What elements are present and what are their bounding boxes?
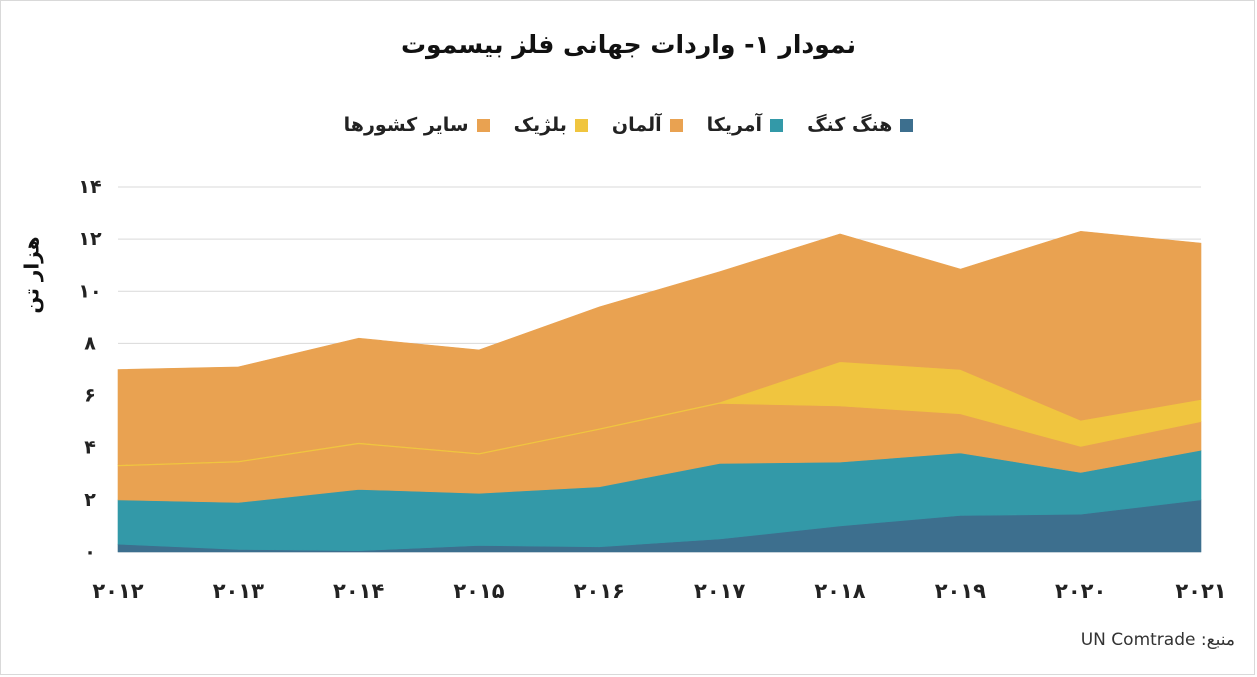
chart-legend: هنگ کنگ آمریکا آلمان بلژیک سایر کشورها [0,114,1257,136]
legend-swatch-belgium [574,118,588,132]
chart-title: نمودار ۱- واردات جهانی فلز بیسموت [400,30,857,59]
y-tick-label: ۶ [84,385,96,407]
x-tick-label: ۲۰۱۲ [92,579,143,603]
x-tick-label: ۲۰۱۷ [694,579,745,603]
y-tick-label: ۴ [84,437,96,459]
y-tick-label: ۲ [84,489,96,511]
legend-item-usa: آمریکا [706,114,784,136]
legend-label-usa: آمریکا [706,114,763,136]
legend-label-germany: آلمان [611,114,662,136]
source-note: منبع: UN Comtrade [1080,630,1235,650]
legend-swatch-usa [770,118,784,132]
x-tick-label: ۲۰۲۱ [1175,579,1226,603]
x-tick-label: ۲۰۱۹ [935,579,986,603]
legend-item-belgium: بلژیک [514,114,588,136]
y-tick-label: ۱۰ [78,280,101,302]
x-tick-label: ۲۰۱۸ [814,579,865,603]
legend-item-germany: آلمان [612,114,683,136]
legend-item-hong-kong: هنگ کنگ [807,114,914,136]
area-series [117,230,1202,553]
y-tick-label: ۱۲ [78,228,102,250]
legend-swatch-others [476,118,490,132]
legend-label-hong-kong: هنگ کنگ [807,114,893,136]
legend-swatch-hong-kong [900,118,914,132]
legend-label-belgium: بلژیک [513,114,567,136]
legend-swatch-germany [669,118,683,132]
x-tick-label: ۲۰۱۶ [574,579,625,603]
legend-item-others: سایر کشورها [344,114,490,136]
x-tick-label: ۲۰۱۴ [333,579,384,603]
y-tick-label: ۰ [84,541,96,563]
y-tick-label: ۸ [84,332,96,354]
x-tick-label: ۲۰۲۰ [1055,579,1106,603]
area-series-4 [117,230,1202,466]
x-tick-label: ۲۰۱۵ [453,579,504,603]
x-tick-label: ۲۰۱۳ [213,579,264,603]
x-axis-ticks: ۲۰۱۲ ۲۰۱۳ ۲۰۱۴ ۲۰۱۵ ۲۰۱۶ ۲۰۱۷ ۲۰۱۸ ۲۰۱۹ ۲۰۲۰ ۲۰۲۱ [92,579,1226,603]
legend-label-others: سایر کشورها [343,114,469,136]
y-axis-ticks: ۰ ۲ ۴ ۶ ۸ ۱۰ ۱۲ ۱۴ [78,176,102,563]
y-tick-label: ۱۴ [78,176,101,198]
